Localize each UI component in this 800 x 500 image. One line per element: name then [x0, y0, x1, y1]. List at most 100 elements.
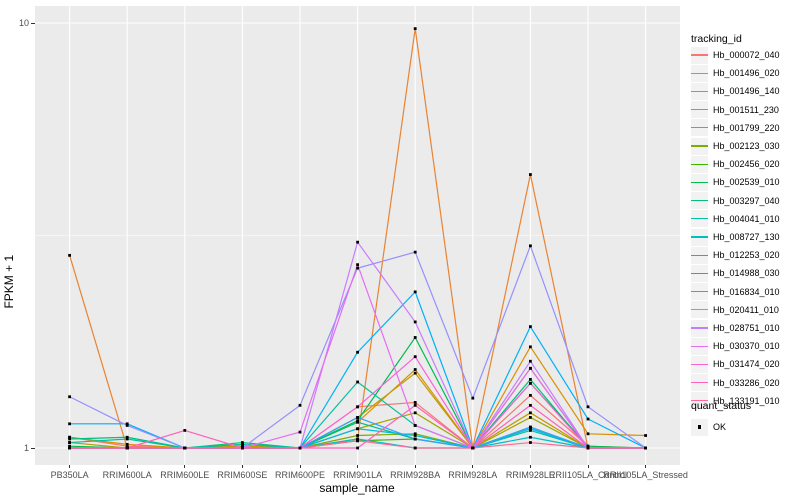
data-point [125, 437, 129, 441]
legend-key-Hb_016834_010[interactable] [691, 283, 708, 301]
legend-key-Hb_002123_030[interactable] [691, 137, 708, 155]
legend-label-Hb_001496_020: Hb_001496_020 [713, 68, 780, 79]
data-point [529, 435, 532, 439]
legend-swatch-line [691, 272, 708, 275]
x-tick-label-RRIM901LA: RRIM901LA [333, 470, 383, 480]
legend-label-Hb_133191_010: Hb_133191_010 [713, 395, 780, 406]
legend-label-Hb_028751_010: Hb_028751_010 [713, 323, 780, 333]
x-tick-mark [357, 465, 359, 468]
data-point [413, 371, 417, 375]
legend-key-Hb_031474_020[interactable] [691, 355, 708, 373]
legend-swatch-line [691, 345, 708, 347]
data-point [413, 27, 417, 31]
data-point [68, 437, 71, 441]
legend-key-Hb_003297_040[interactable] [691, 192, 708, 210]
data-point [529, 381, 532, 385]
legend-label-Hb_030370_010: Hb_030370_010 [713, 341, 780, 352]
legend-key-Hb_001799_220[interactable] [691, 119, 708, 137]
legend-swatch-line [691, 290, 708, 293]
data-point [241, 446, 244, 450]
legend-label-Hb_002456_020: Hb_002456_020 [713, 159, 780, 170]
legend-label-Hb_003297_040: Hb_003297_040 [713, 195, 780, 206]
legend-label-Hb_004041_010: Hb_004041_010 [713, 213, 780, 224]
data-point [529, 403, 532, 407]
data-point [125, 444, 129, 448]
legend-key-Hb_020411_010[interactable] [691, 301, 708, 319]
data-point [356, 266, 359, 270]
x-tick-mark [645, 465, 647, 468]
legend-swatch-line [691, 381, 708, 384]
legend-label-Hb_002123_030: Hb_002123_030 [713, 141, 780, 151]
data-point [183, 429, 187, 432]
data-point [125, 442, 129, 446]
data-point [529, 416, 532, 419]
x-tick-mark [69, 465, 71, 468]
data-point [586, 444, 590, 448]
legend-swatch-line [691, 327, 708, 329]
legend-key-Hb_012253_020[interactable] [691, 246, 708, 264]
legend-key-Hb_008727_130[interactable] [691, 228, 708, 246]
data-point [413, 424, 417, 427]
y-tick-label: 10 [18, 18, 29, 28]
legend-key-Hb_001496_140[interactable] [691, 82, 708, 100]
legend-key-Hb_001496_020[interactable] [691, 64, 708, 82]
data-point [356, 420, 359, 424]
data-point [413, 368, 417, 371]
legend-swatch-line [691, 181, 708, 184]
legend-title-tracking-id: tracking_id [691, 33, 742, 45]
data-point [356, 419, 359, 423]
data-point [356, 380, 359, 384]
legend-swatch-line [691, 54, 708, 56]
legend-swatch-line [691, 309, 708, 311]
legend-key-Hb_002539_010[interactable] [691, 173, 708, 191]
x-tick-label-RRII105LA_Stressed: RRII105LA_Stressed [603, 470, 688, 480]
data-point [356, 446, 359, 450]
legend-swatch-line [691, 199, 708, 202]
data-point [68, 441, 71, 444]
data-point [529, 366, 532, 370]
legend-title-quant-status: quant_status [691, 400, 752, 412]
x-tick-mark [184, 465, 186, 468]
legend-key-quant-OK[interactable] [691, 418, 708, 436]
data-point [356, 434, 359, 437]
legend-swatch-line [691, 145, 708, 147]
legend-label-Hb_008727_130: Hb_008727_130 [713, 232, 780, 242]
data-point [413, 320, 417, 324]
data-point [529, 378, 532, 381]
legend-key-Hb_000072_040[interactable] [691, 46, 708, 64]
data-point [356, 439, 359, 443]
legend-swatch-line [691, 108, 708, 111]
legend-label-Hb_001799_220: Hb_001799_220 [713, 122, 780, 133]
data-point [471, 446, 475, 450]
data-point [529, 429, 532, 432]
x-tick-mark [529, 465, 531, 468]
legend-key-Hb_030370_010[interactable] [691, 337, 708, 355]
legend-key-Hb_033286_020[interactable] [691, 374, 708, 392]
data-point [298, 446, 302, 450]
data-point [529, 173, 532, 176]
legend-key-Hb_133191_010[interactable] [691, 392, 708, 410]
data-point [356, 427, 359, 431]
data-point [529, 244, 532, 248]
legend-key-Hb_001511_230[interactable] [691, 101, 708, 119]
y-tick-mark [31, 22, 35, 24]
legend-key-Hb_002456_020[interactable] [691, 155, 708, 173]
x-tick-label-RRIM600LA: RRIM600LA [102, 470, 152, 480]
data-point [356, 416, 359, 419]
legend-swatch-line [691, 90, 708, 93]
legend-label-Hb_001496_140: Hb_001496_140 [713, 86, 780, 97]
data-point [413, 437, 417, 441]
data-point [413, 403, 417, 407]
legend-swatch-line [691, 254, 708, 256]
data-point [586, 417, 590, 421]
data-point [586, 432, 590, 436]
data-point [125, 424, 129, 427]
data-point [413, 355, 417, 359]
data-point [529, 345, 532, 349]
legend-key-Hb_014988_030[interactable] [691, 264, 708, 282]
legend-key-Hb_004041_010[interactable] [691, 210, 708, 228]
legend-label-Hb_002539_010: Hb_002539_010 [713, 177, 780, 188]
legend-label-Hb_016834_010: Hb_016834_010 [713, 286, 780, 297]
legend-label-Hb_020411_010: Hb_020411_010 [713, 304, 779, 315]
legend-key-Hb_028751_010[interactable] [691, 319, 708, 337]
